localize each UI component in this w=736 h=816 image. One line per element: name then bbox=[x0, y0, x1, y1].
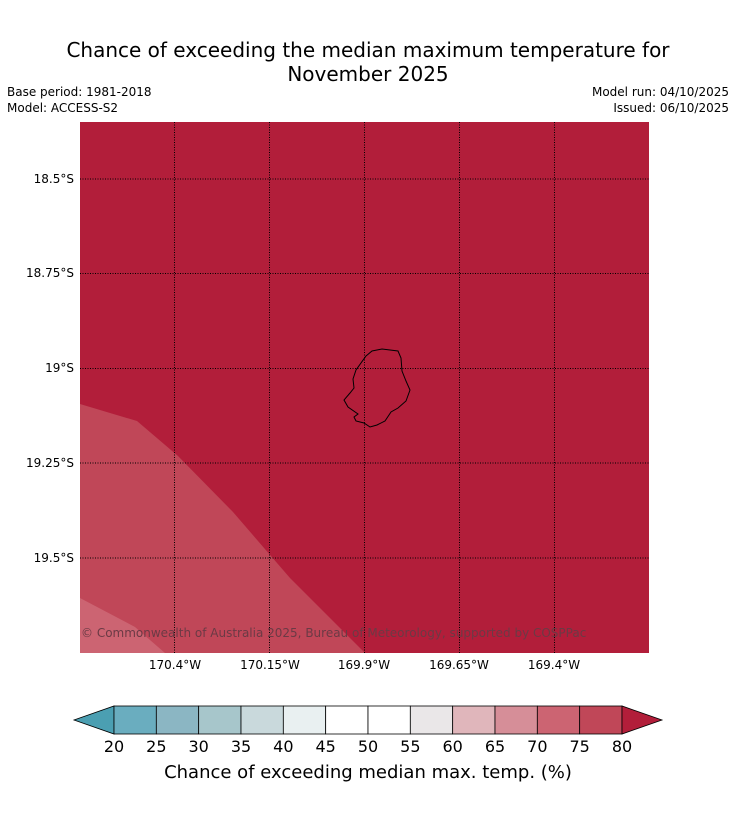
colorbar-extend-high bbox=[621, 705, 664, 735]
colorbar-tick-40: 40 bbox=[273, 737, 294, 756]
colorbar-tick-30: 30 bbox=[188, 737, 209, 756]
colorbar-segment-30-35 bbox=[198, 705, 242, 735]
colorbar-tick-80: 80 bbox=[611, 737, 633, 756]
colorbar-tick-55: 55 bbox=[400, 737, 421, 756]
colorbar-tick-60: 60 bbox=[442, 737, 463, 756]
colorbar-tick-35: 35 bbox=[230, 737, 252, 756]
issued-date: Issued: 06/10/2025 bbox=[613, 101, 729, 115]
colorbar-tick-70: 70 bbox=[527, 737, 548, 756]
lon-label-169-65: 169.65°W bbox=[429, 658, 489, 672]
map-panel bbox=[80, 122, 649, 653]
colorbar-segment-55-60 bbox=[409, 705, 454, 735]
chart-title: Chance of exceeding the median maximum t… bbox=[0, 38, 736, 86]
colorbar-tick-75: 75 bbox=[569, 737, 590, 756]
colorbar-tick-50: 50 bbox=[357, 737, 379, 756]
colorbar-segment-35-40 bbox=[240, 705, 284, 735]
colorbar-label: Chance of exceeding median max. temp. (%… bbox=[164, 762, 572, 783]
colorbar bbox=[72, 705, 664, 735]
colorbar-tick-65: 65 bbox=[484, 737, 506, 756]
lat-label-19: 19°S bbox=[45, 361, 74, 375]
model-name: Model: ACCESS-S2 bbox=[7, 101, 119, 115]
meta-right: Model run: 04/10/2025 Issued: 06/10/2025 bbox=[592, 84, 729, 116]
colorbar-segment-75-80 bbox=[579, 705, 623, 735]
copyright-notice: © Commonwealth of Australia 2025, Bureau… bbox=[81, 626, 587, 640]
title-line-2: November 2025 bbox=[287, 62, 449, 86]
colorbar-segment-40-45 bbox=[282, 705, 327, 735]
lon-label-169-4: 169.4°W bbox=[527, 658, 581, 672]
lat-label-19-25: 19.25°S bbox=[26, 456, 74, 470]
base-period: Base period: 1981-2018 bbox=[7, 85, 152, 99]
colorbar-segment-50-55 bbox=[367, 705, 411, 735]
colorbar-segment-25-30 bbox=[155, 705, 200, 735]
model-run: Model run: 04/10/2025 bbox=[591, 85, 729, 99]
colorbar-tick-25: 25 bbox=[146, 737, 167, 756]
colorbar-tick-20: 20 bbox=[103, 737, 125, 756]
lon-label-170-4: 170.4°W bbox=[148, 658, 202, 672]
lon-label-169-9: 169.9°W bbox=[337, 658, 391, 672]
meta-left: Base period: 1981-2018 Model: ACCESS-S2 bbox=[7, 84, 152, 116]
lon-label-170-15: 170.15°W bbox=[240, 658, 300, 672]
colorbar-extend-low bbox=[72, 705, 115, 735]
lat-label-18-75: 18.75°S bbox=[26, 266, 74, 280]
colorbar-tick-45: 45 bbox=[315, 737, 336, 756]
probability-band-70-75 bbox=[80, 598, 165, 653]
lat-label-19-5: 19.5°S bbox=[33, 551, 74, 565]
longitude-gridlines bbox=[174, 122, 555, 653]
probability-band-75-80 bbox=[80, 404, 365, 653]
colorbar-segment-20-25 bbox=[113, 705, 157, 735]
colorbar-segment-45-50 bbox=[325, 705, 369, 735]
colorbar-segment-65-70 bbox=[494, 705, 538, 735]
title-line-1: Chance of exceeding the median maximum t… bbox=[66, 38, 670, 62]
colorbar-segment-60-65 bbox=[452, 705, 496, 735]
niue-island-outline bbox=[343, 348, 411, 428]
lat-label-18-5: 18.5°S bbox=[33, 172, 74, 186]
colorbar-segment-70-75 bbox=[536, 705, 581, 735]
